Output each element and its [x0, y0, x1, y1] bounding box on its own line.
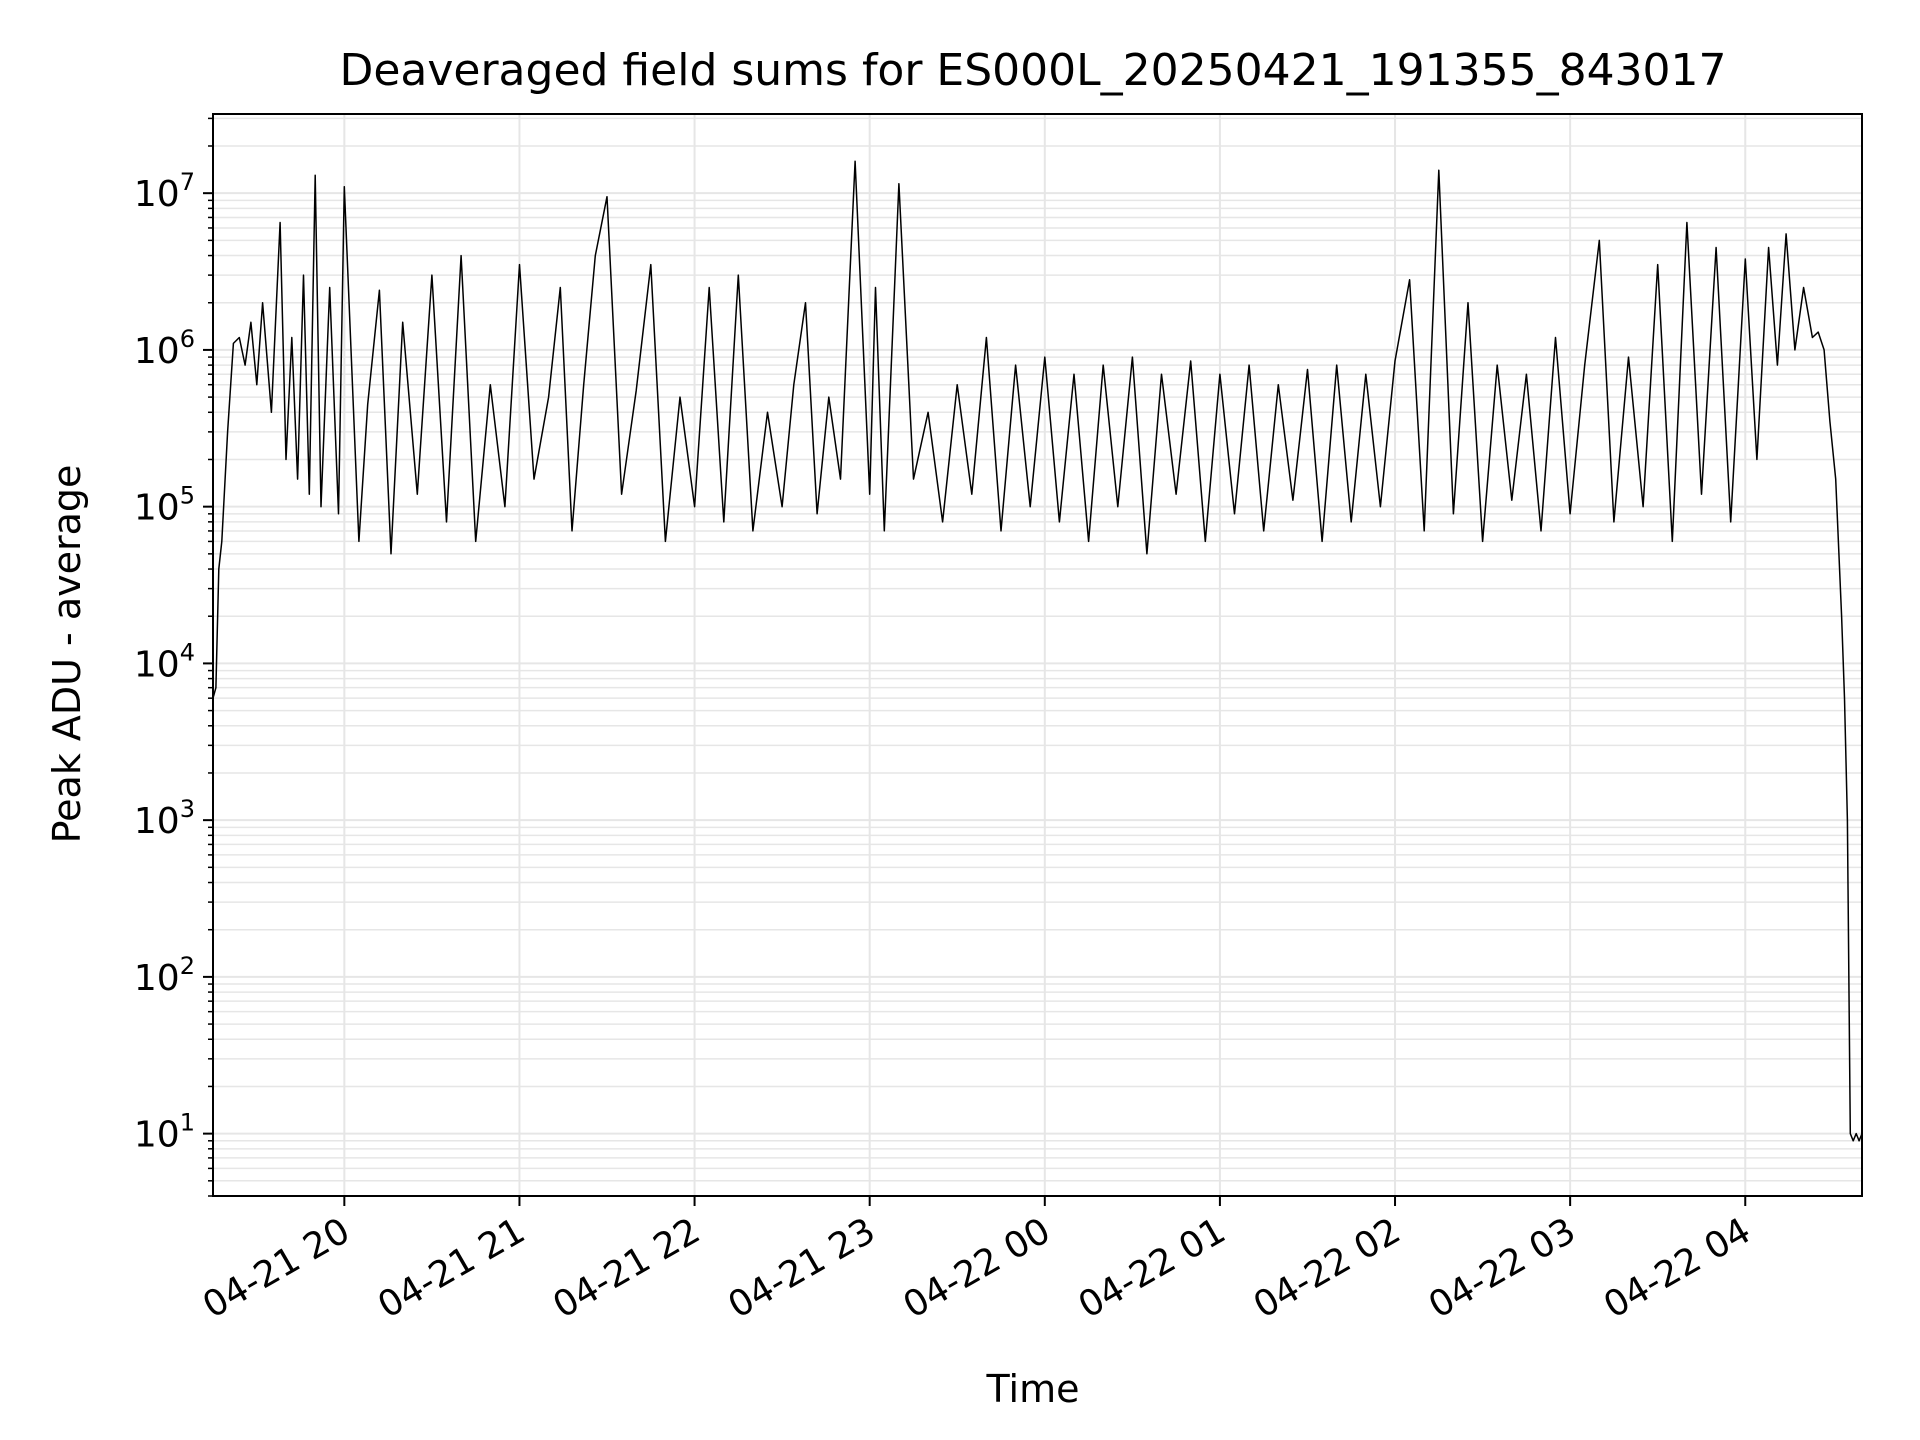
x-axis-label: Time	[986, 1367, 1080, 1411]
y-tick-label: 105	[134, 482, 195, 529]
y-axis-label: Peak ADU - average	[45, 465, 89, 844]
y-tick-label: 107	[134, 168, 195, 215]
y-tick-label: 106	[134, 325, 195, 372]
grid-lines	[213, 114, 1862, 1197]
y-tick-label: 101	[134, 1109, 195, 1156]
y-tick-label: 103	[134, 795, 195, 842]
y-tick-label: 102	[134, 952, 195, 999]
y-axis: 101 102 103 104 105 106 107	[134, 117, 213, 1197]
chart-title: Deaveraged field sums for ES000L_2025042…	[339, 45, 1726, 96]
series-layer	[212, 160, 1863, 1142]
y-tick-label: 104	[134, 638, 195, 685]
plot-frame	[212, 113, 1863, 1197]
series-line	[212, 160, 1863, 1142]
